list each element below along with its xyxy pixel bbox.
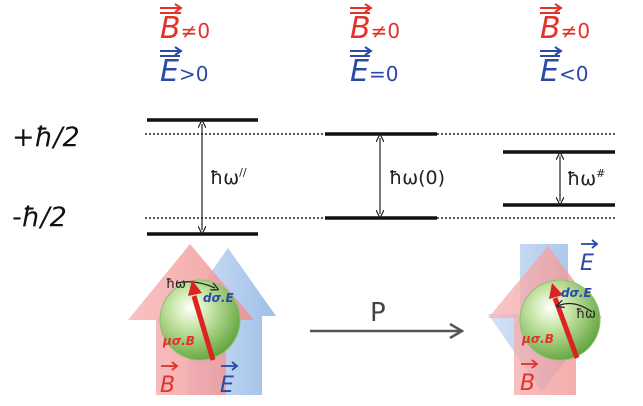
vector-arrow-icon (221, 361, 239, 371)
mu-term-label: μσ.B (521, 332, 554, 346)
b-field-symbol: B≠0 (350, 11, 400, 46)
left-field-panel: ħω dσ.E μσ.B B E (128, 244, 276, 398)
vector-arrow-icon (350, 46, 373, 57)
parity-operator: P (310, 298, 462, 331)
condition-col-2: B≠0 E=0 (350, 3, 400, 89)
lower-level-label: -ħ/2 (12, 202, 67, 233)
e-field-label: E (580, 251, 594, 276)
b-field-symbol: B≠0 (160, 11, 210, 46)
spin-arrow-icon (191, 295, 216, 361)
upper-level-label: +ħ/2 (12, 122, 80, 153)
vector-arrow-icon (160, 46, 183, 57)
splitting-label: ħω// (210, 166, 247, 189)
b-field-label: B (160, 373, 175, 398)
operator-label: P (370, 298, 386, 328)
vector-arrow-icon (161, 361, 179, 371)
sphere-icon (519, 279, 601, 361)
levels-col-1: ħω// (147, 118, 258, 236)
vector-arrow-icon (160, 3, 183, 14)
mu-term-label: μσ.B (162, 334, 195, 348)
rotation-arrow-icon (560, 304, 593, 313)
levels-col-3: ħω# (503, 150, 615, 207)
right-field-panel: E dσ.E ħω μσ.B B (488, 239, 602, 396)
e-field-symbol: E<0 (540, 54, 588, 89)
vector-arrow-icon (521, 359, 539, 369)
spin-arrow-icon (188, 280, 202, 296)
spin-arrow-icon (549, 283, 563, 299)
d-term-label: dσ.E (561, 286, 592, 300)
omega-label: ħω (166, 277, 186, 292)
splitting-label: ħω# (567, 167, 605, 190)
vector-arrow-icon (540, 3, 563, 14)
condition-col-1: B≠0 E>0 (160, 3, 210, 89)
b-field-symbol: B≠0 (540, 11, 590, 46)
condition-col-3: B≠0 E<0 (540, 3, 590, 89)
e-field-symbol: E>0 (160, 54, 208, 89)
vector-arrow-icon (581, 239, 599, 249)
rotation-arrow-icon (176, 281, 215, 288)
e-field-label: E (220, 373, 234, 398)
omega-label: ħω (576, 307, 596, 322)
vector-arrow-icon (350, 3, 373, 14)
levels-col-2: ħω(0) (325, 132, 445, 220)
d-term-label: dσ.E (203, 291, 234, 305)
vector-arrow-icon (540, 46, 563, 57)
b-field-label: B (520, 371, 535, 396)
e-field-symbol: E=0 (350, 54, 398, 89)
splitting-label: ħω(0) (389, 167, 445, 189)
